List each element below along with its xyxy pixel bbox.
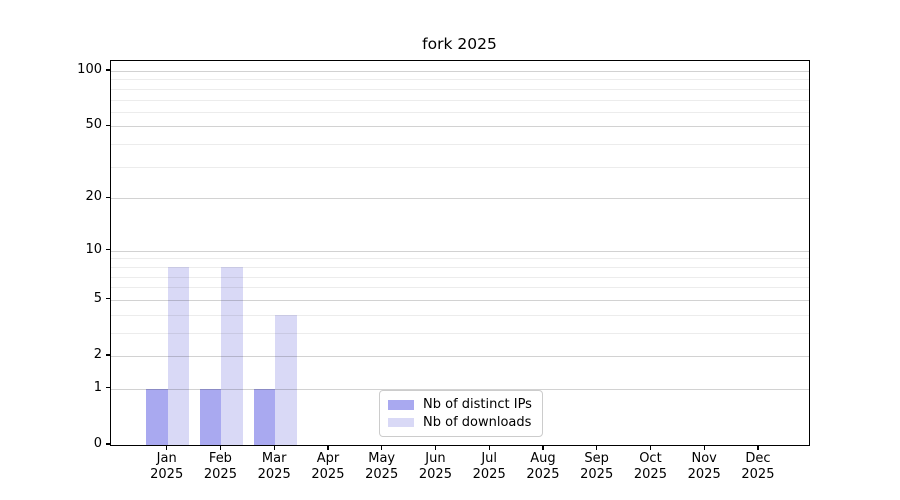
y-tick-label: 10 [85,241,102,257]
gridline-minor [111,314,809,316]
plot-area [110,60,810,446]
bar-downloads-mar [275,314,297,445]
x-tick-label: Dec 2025 [741,451,775,482]
gridline-minor [111,266,809,268]
legend-label-downloads: Nb of downloads [423,414,532,430]
chart-title: fork 2025 [422,35,497,53]
gridline-major [111,250,809,252]
x-tick-label: Jul 2025 [472,451,506,482]
x-tick-mark [273,445,275,450]
x-tick-mark [488,445,490,450]
gridline-minor [111,332,809,334]
x-tick-mark [649,445,652,450]
legend: Nb of distinct IPs Nb of downloads [379,390,543,437]
x-tick-label: Apr 2025 [311,451,345,482]
x-tick-mark [381,445,383,450]
y-tick-mark [105,69,110,71]
y-tick-mark [105,387,110,389]
gridline-major [111,299,809,301]
x-tick-label: May 2025 [365,451,399,482]
x-tick-label: Jan 2025 [150,451,184,482]
gridline-minor [111,99,809,101]
x-tick-label: Mar 2025 [257,451,291,482]
y-tick-mark [105,354,110,356]
gridline-minor [111,144,809,146]
y-tick-mark [105,298,110,300]
x-tick-label: Oct 2025 [633,451,667,482]
x-tick-mark [596,445,598,450]
gridline-minor [111,88,809,90]
y-tick-label: 2 [93,346,102,362]
y-tick-mark [105,124,110,126]
gridline-major [111,388,809,390]
gridline-minor [111,276,809,278]
gridline-minor [111,287,809,289]
y-tick-label: 50 [85,117,102,133]
y-tick-mark [105,196,110,198]
x-tick-mark [757,445,759,450]
x-tick-label: Aug 2025 [526,451,560,482]
gridline-minor [111,79,809,81]
gridline-major [111,126,809,128]
legend-swatch-downloads-icon [388,417,414,427]
gridline-major [111,356,809,357]
gridline-minor [111,166,809,168]
legend-swatch-distinct-ips-icon [388,400,414,410]
x-tick-mark [219,445,222,450]
x-tick-mark [327,445,329,450]
x-tick-label: Jun 2025 [418,451,452,482]
y-tick-label: 0 [93,436,102,451]
gridline-minor [111,111,809,113]
y-tick-mark [105,443,110,445]
bar-downloads-jan [167,266,190,445]
legend-item-distinct-ips: Nb of distinct IPs [388,396,532,414]
x-tick-label: Feb 2025 [203,451,237,482]
y-tick-mark [105,249,110,251]
legend-item-downloads: Nb of downloads [388,414,532,432]
bar-distinct-ips-mar [253,388,276,445]
gridline-major [111,198,809,200]
y-tick-label: 100 [77,61,102,77]
x-tick-mark [703,445,705,450]
x-tick-label: Nov 2025 [687,451,721,482]
x-tick-mark [166,445,168,450]
x-tick-label: Sep 2025 [580,451,614,482]
y-tick-label: 20 [85,189,102,205]
y-tick-label: 1 [93,379,102,395]
bar-distinct-ips-jan [146,388,168,445]
x-tick-mark [434,445,437,450]
bar-downloads-feb [221,266,243,445]
gridline-major [111,71,809,72]
bar-distinct-ips-feb [200,388,222,445]
legend-label-distinct-ips: Nb of distinct IPs [423,397,532,413]
y-tick-label: 5 [93,290,102,306]
x-tick-mark [542,445,544,450]
gridline-minor [111,258,809,260]
